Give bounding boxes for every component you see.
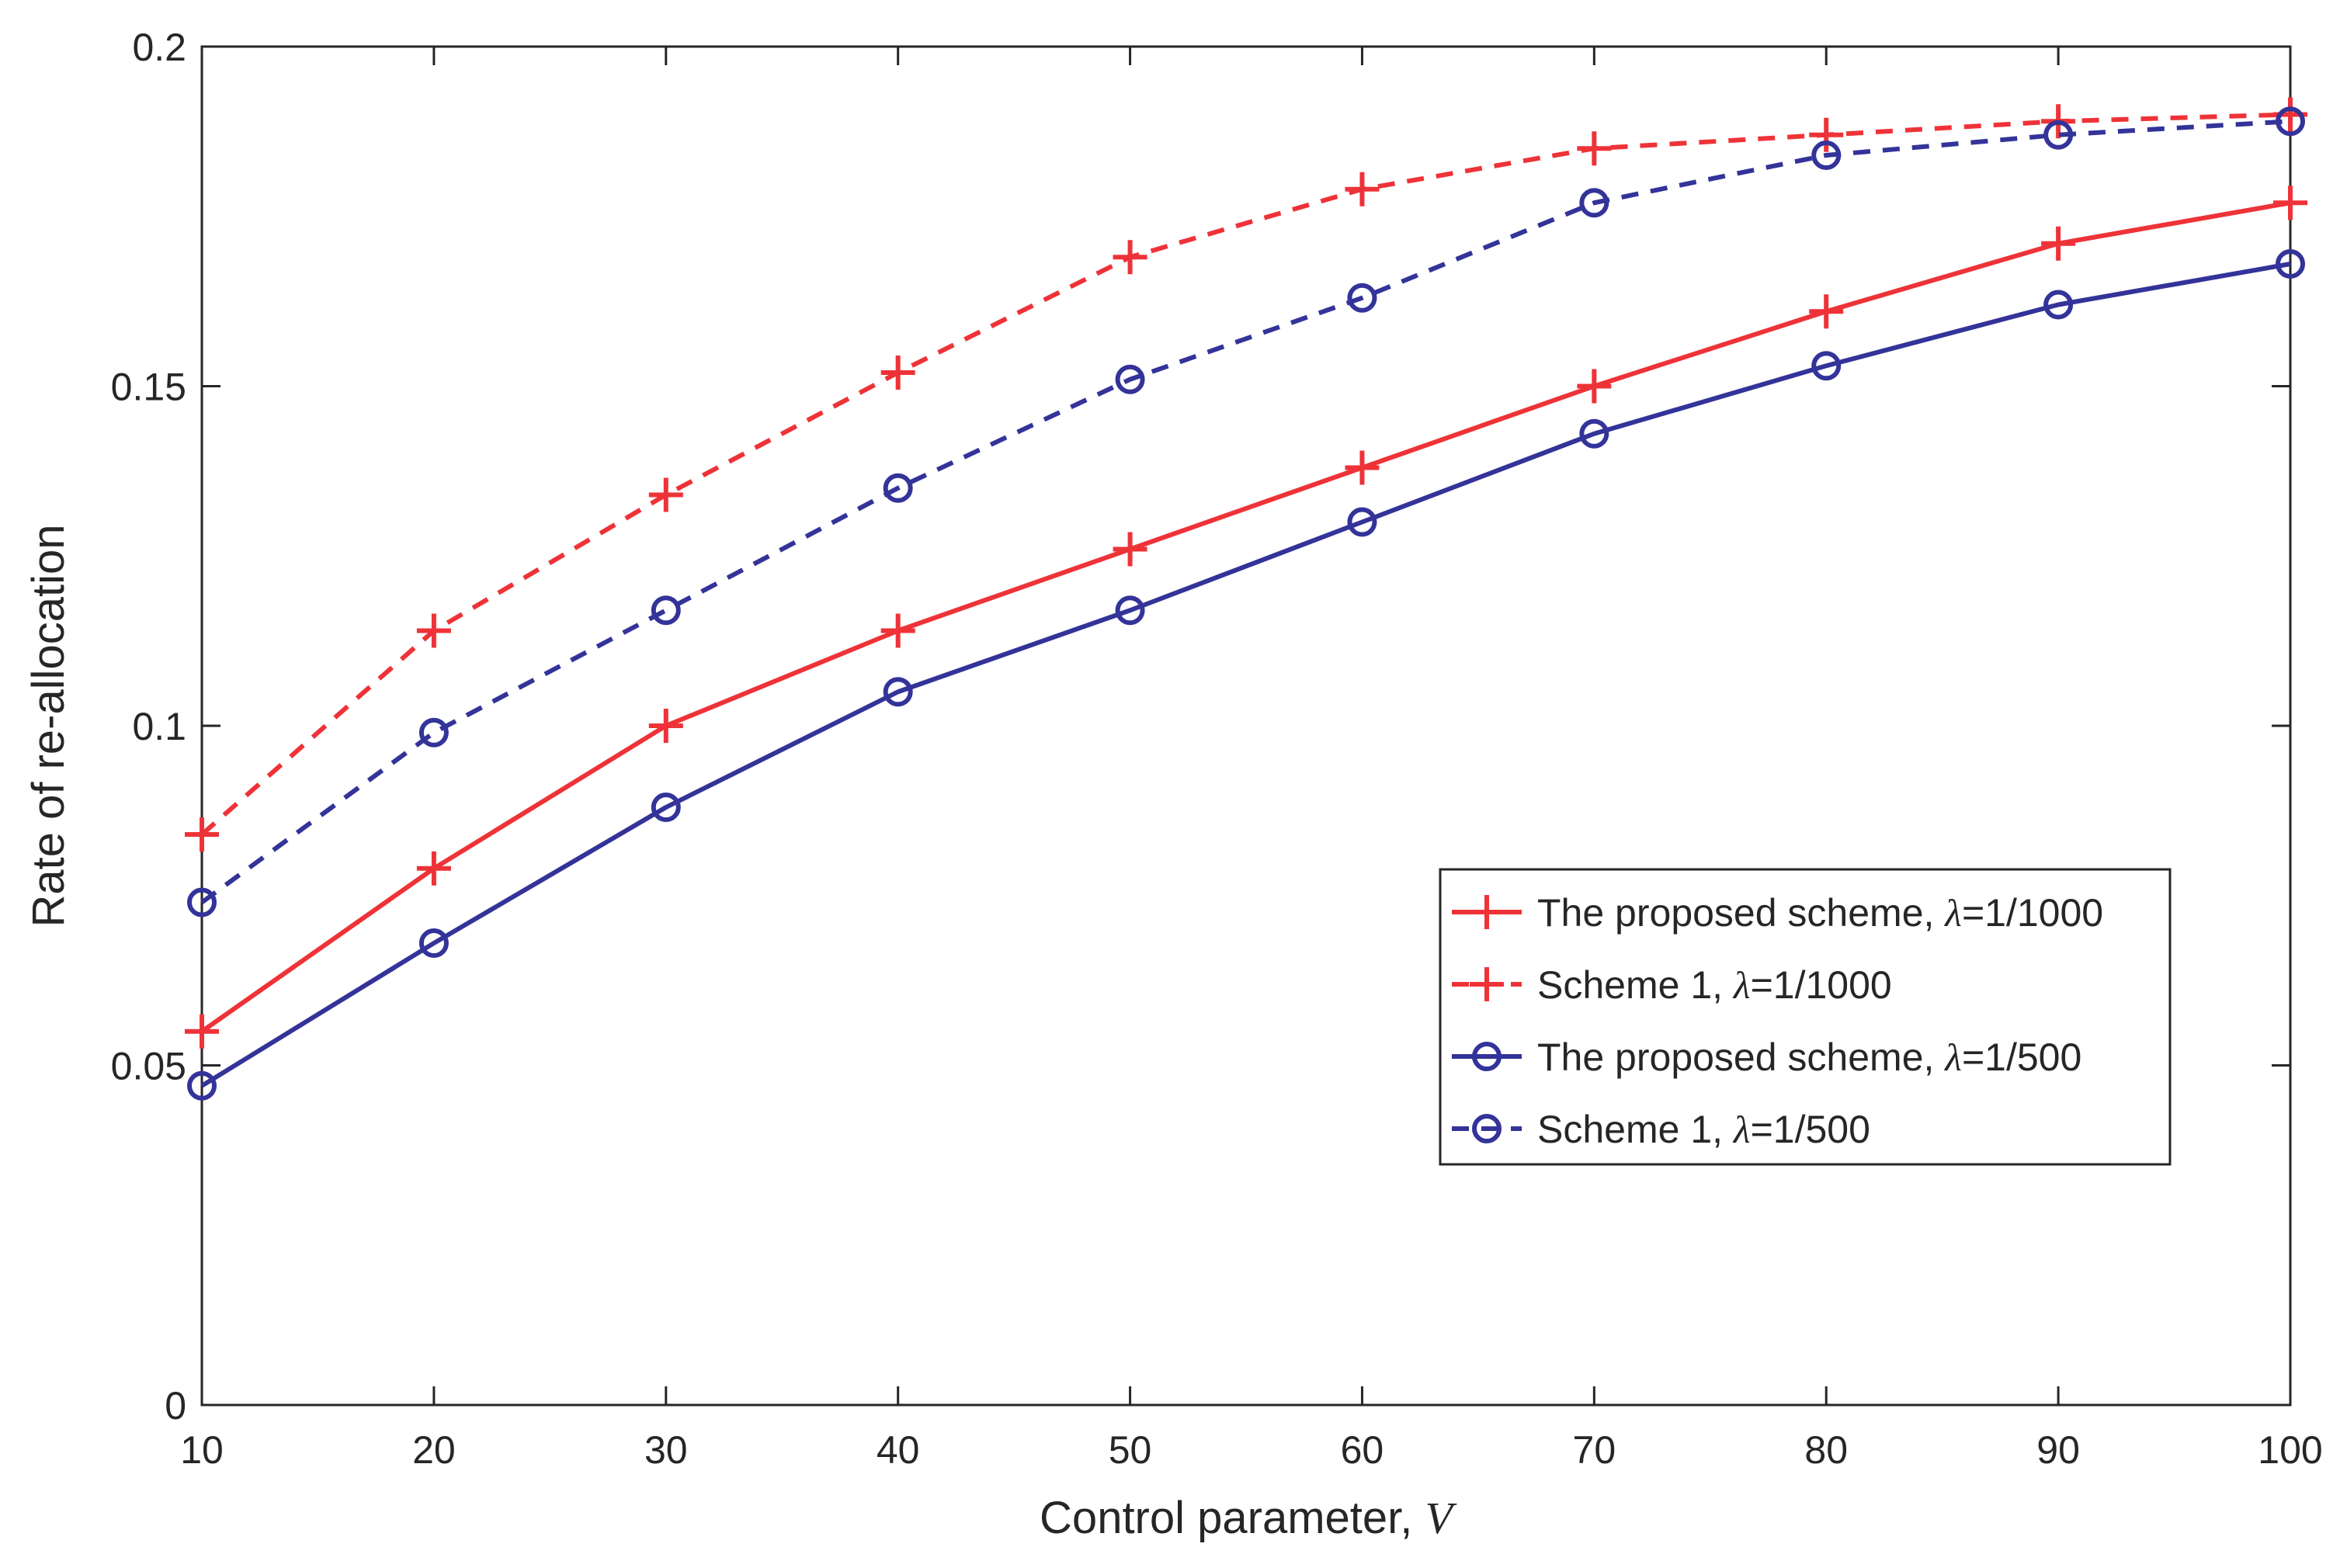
series-4-point xyxy=(187,887,217,918)
series-1-point xyxy=(880,613,915,648)
legend-box xyxy=(1439,868,2172,1166)
legend-marker-3 xyxy=(1472,1042,1502,1071)
series-3-point xyxy=(1579,418,1609,449)
y-tick-label: 0.1 xyxy=(132,705,186,748)
legend-label-name: The proposed scheme, xyxy=(1537,1036,1945,1079)
series-3-point xyxy=(187,1070,217,1101)
series-4-point xyxy=(1347,283,1377,313)
series-1-point xyxy=(185,1014,219,1049)
series-2-point xyxy=(880,356,915,390)
x-tick-label: 50 xyxy=(1109,1428,1152,1472)
y-tick-label: 0.15 xyxy=(111,366,186,409)
series-1-point xyxy=(2041,226,2076,261)
series-3-point xyxy=(1115,595,1145,626)
x-tick-label: 80 xyxy=(1804,1428,1848,1472)
series-2-point xyxy=(416,613,451,648)
series-2-point xyxy=(1113,240,1147,275)
legend-label-value: =1/500 xyxy=(1751,1108,1870,1151)
series-line-2 xyxy=(200,112,2291,837)
y-tick-label: 0.05 xyxy=(111,1045,186,1088)
series-2-point xyxy=(648,477,683,512)
x-tick-label: 40 xyxy=(877,1428,920,1472)
series-line-4 xyxy=(200,119,2291,904)
legend-label-1: The proposed scheme, λ=1/1000 xyxy=(1537,891,2103,935)
series-3-point xyxy=(2043,290,2074,320)
x-axis-label-variable: V xyxy=(1425,1493,1458,1543)
x-tick-label: 10 xyxy=(180,1428,224,1472)
plot-series xyxy=(185,97,2307,1101)
series-1-point xyxy=(2273,186,2307,220)
series-4-point xyxy=(651,595,681,626)
series-4-point xyxy=(883,473,913,503)
axes: 10 20 30 40 50 60 70 80 90 100 0 0.05 0.1 0.15 0.2 Cont… xyxy=(23,26,2323,1543)
series-1-point xyxy=(1345,450,1380,485)
x-tick-label: 70 xyxy=(1573,1428,1616,1472)
legend-label-4: Scheme 1, λ=1/500 xyxy=(1537,1108,1870,1151)
series-2-point xyxy=(1577,131,1612,166)
series-1-point xyxy=(1113,532,1147,567)
legend-label-value: =1/500 xyxy=(1962,1036,2081,1079)
series-line-1 xyxy=(200,200,2291,1034)
x-tick-label: 100 xyxy=(2258,1428,2322,1472)
series-3-point xyxy=(2276,249,2305,279)
series-4-point xyxy=(418,717,449,748)
y-tick-label: 0.2 xyxy=(132,26,186,69)
series-4-point xyxy=(2276,106,2305,137)
legend-label-symbol: λ xyxy=(1943,891,1962,935)
series-3-point xyxy=(883,677,913,707)
legend-marker-2 xyxy=(1470,967,1504,1001)
series-1-point xyxy=(648,709,683,743)
legend-label-name: The proposed scheme, xyxy=(1537,891,1945,935)
series-3-point xyxy=(651,793,681,822)
y-axis-label: Rate of re-allocation xyxy=(23,524,74,927)
series-1-point xyxy=(416,851,451,886)
series-3-point xyxy=(1347,507,1377,537)
series-2-point xyxy=(1345,172,1380,206)
x-tick-label: 30 xyxy=(644,1428,688,1472)
x-tick-label: 60 xyxy=(1341,1428,1384,1472)
legend-marker-1 xyxy=(1470,895,1504,929)
series-1-point xyxy=(1577,369,1612,404)
series-1-point xyxy=(1809,294,1844,329)
x-tick-label: 90 xyxy=(2036,1428,2080,1472)
x-axis-label: Control parameter, V xyxy=(1040,1493,1457,1543)
legend-label-2: Scheme 1, λ=1/1000 xyxy=(1537,963,1892,1007)
series-4-point xyxy=(1115,364,1145,394)
series-4-point xyxy=(1579,188,1609,218)
series-4-point xyxy=(1811,140,1842,170)
legend-label-3: The proposed scheme, λ=1/500 xyxy=(1537,1036,2081,1079)
series-2-point xyxy=(185,817,219,852)
legend-label-symbol: λ xyxy=(1943,1036,1962,1079)
x-axis-label-text: Control parameter, xyxy=(1040,1493,1425,1543)
legend-label-name: Scheme 1, xyxy=(1537,1108,1734,1151)
legend-marker-4 xyxy=(1472,1114,1502,1143)
legend-label-name: Scheme 1, xyxy=(1537,963,1734,1007)
y-tick-label: 0 xyxy=(165,1384,186,1428)
series-2-point xyxy=(1809,117,1844,152)
series-3-point xyxy=(1811,351,1842,381)
legend-label-symbol: λ xyxy=(1732,963,1751,1007)
series-3-point xyxy=(418,928,449,958)
legend-label-value: =1/1000 xyxy=(1962,891,2103,935)
legend-label-symbol: λ xyxy=(1732,1108,1751,1151)
x-tick-label: 20 xyxy=(412,1428,456,1472)
legend-label-value: =1/1000 xyxy=(1751,963,1892,1007)
series-line-3 xyxy=(200,262,2291,1088)
series-4-point xyxy=(2043,120,2074,150)
